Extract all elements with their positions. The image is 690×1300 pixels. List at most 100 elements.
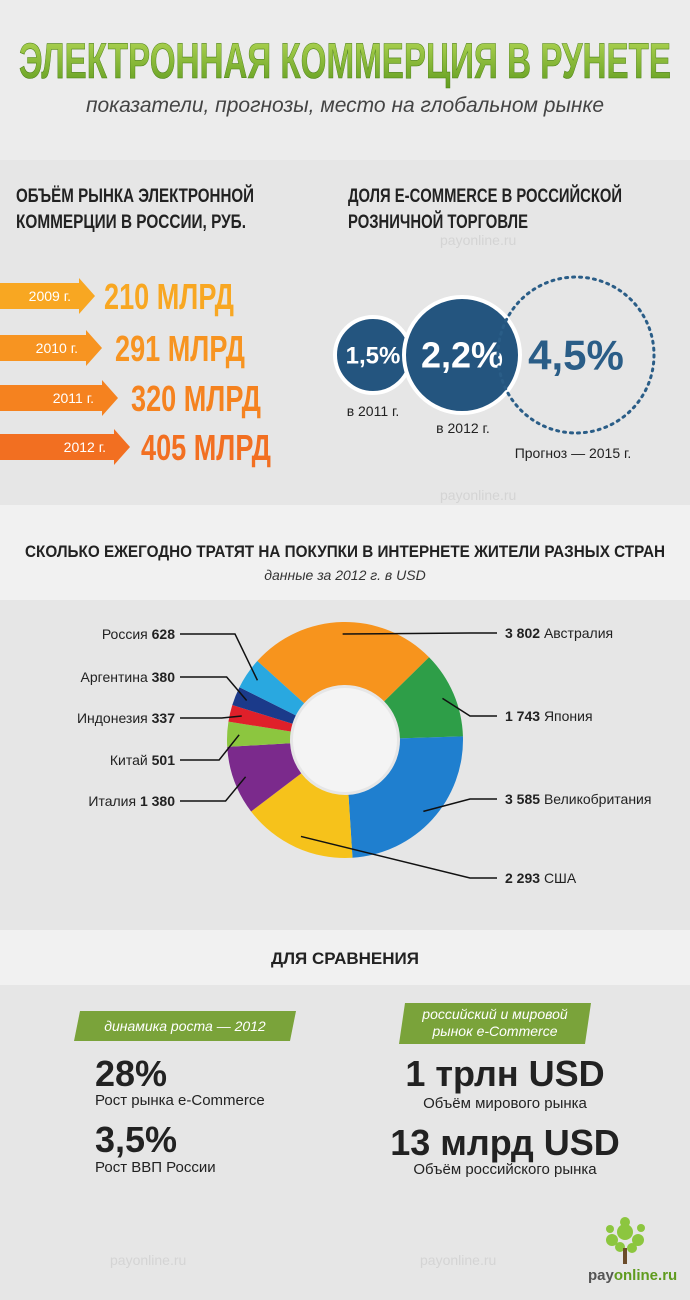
logo-leaf — [620, 1217, 630, 1227]
logo-leaf — [627, 1243, 637, 1253]
chart-title: СКОЛЬКО ЕЖЕГОДНО ТРАТЯТ НА ПОКУПКИ В ИНТ… — [25, 542, 665, 561]
arrow — [0, 429, 130, 465]
arrow — [0, 380, 118, 416]
year-label: 2010 г. — [36, 340, 78, 356]
donut-segment — [348, 736, 463, 858]
donut-segment — [251, 773, 353, 858]
country-name: США — [544, 870, 577, 886]
subtitle: показатели, прогнозы, место на глобально… — [86, 94, 604, 117]
watermark: payonline.ru — [110, 1252, 186, 1268]
donut-segment — [384, 657, 463, 739]
chart-subtitle: данные за 2012 г. в USD — [264, 567, 425, 583]
country-name: Япония — [544, 708, 593, 724]
share-value: 1,5% — [346, 342, 401, 369]
band — [0, 505, 690, 600]
country-name: Индонезия — [77, 710, 148, 726]
country-value: 628 — [152, 626, 176, 642]
logo-leaf — [632, 1234, 644, 1246]
stat-value: 1 трлн USD — [405, 1053, 604, 1094]
country-name: Китай — [110, 752, 148, 768]
country-value: 3 585 — [505, 791, 540, 807]
leader-line — [180, 633, 259, 681]
country-name: Аргентина — [81, 669, 148, 685]
logo-part: pay — [588, 1267, 615, 1284]
country-value: 501 — [152, 752, 176, 768]
country-label: 1 743 Япония — [505, 708, 593, 724]
donut-segment — [257, 622, 430, 704]
country-label: Россия 628 — [102, 626, 175, 642]
year-label: 2012 г. — [64, 439, 106, 455]
logo-leaf — [637, 1224, 645, 1232]
tag-text: рынок e-Commerce — [432, 1023, 558, 1039]
country-label: 2 293 США — [505, 870, 577, 886]
country-name: Италия — [88, 793, 136, 809]
leader-line — [180, 676, 248, 701]
donut-segment — [232, 687, 296, 724]
section-title: ОБЪЁМ РЫНКА ЭЛЕКТРОННОЙ — [16, 185, 254, 207]
country-label: Италия 1 380 — [88, 793, 175, 809]
logo-part: online.ru — [614, 1267, 677, 1284]
country-name: Россия — [102, 626, 148, 642]
country-name: Австралия — [544, 625, 613, 641]
logo-text: payonline.ru — [588, 1267, 677, 1284]
country-label: 3 802 Австралия — [505, 625, 613, 641]
logo-leaf — [617, 1224, 633, 1240]
leader-line — [342, 632, 497, 635]
logo-leaf — [606, 1234, 618, 1246]
country-value: 1 380 — [140, 793, 175, 809]
country-value: 337 — [152, 710, 176, 726]
country-label: Аргентина 380 — [81, 669, 176, 685]
leader-line — [180, 776, 247, 802]
donut-segment — [239, 661, 305, 716]
stat-label: Объём мирового рынка — [423, 1095, 587, 1112]
donut-segment — [227, 743, 302, 812]
year-label: 2009 г. — [29, 288, 71, 304]
share-label: Прогноз — 2015 г. — [515, 445, 632, 461]
arrow — [0, 278, 95, 314]
share-value: 4,5% — [528, 332, 624, 379]
stat-label: Рост ВВП России — [95, 1159, 216, 1176]
country-value: 1 743 — [505, 708, 540, 724]
share-bubble — [402, 295, 522, 415]
country-value: 380 — [152, 669, 176, 685]
share-label: в 2011 г. — [347, 403, 400, 419]
market-value: 291 МЛРД — [115, 328, 245, 369]
leader-line — [423, 798, 497, 813]
market-value: 320 МЛРД — [131, 378, 261, 419]
donut-hole — [293, 688, 397, 792]
country-name: Великобритания — [544, 791, 652, 807]
share-bubble — [496, 275, 656, 435]
watermark: payonline.ru — [440, 232, 516, 248]
leader-line — [442, 697, 497, 717]
stat-label: Объём российского рынка — [413, 1161, 597, 1178]
stat-label: Рост рынка e-Commerce — [95, 1092, 265, 1109]
leader-line — [300, 835, 497, 879]
section-title: ДЛЯ СРАВНЕНИЯ — [271, 949, 419, 968]
watermark: payonline.ru — [420, 1252, 496, 1268]
tag-text: динамика роста — 2012 — [104, 1018, 266, 1034]
stat-value: 13 млрд USD — [390, 1122, 620, 1163]
market-value: 405 МЛРД — [141, 427, 271, 468]
tag — [399, 1003, 591, 1044]
logo-leaf — [606, 1225, 614, 1233]
section-title: КОММЕРЦИИ В РОССИИ, РУБ. — [16, 212, 246, 233]
share-value: 2,2% — [421, 335, 503, 376]
country-label: Китай 501 — [110, 752, 175, 768]
donut-segment — [227, 721, 291, 747]
donut-segment — [228, 705, 293, 732]
tag-text: российский и мировой — [421, 1006, 568, 1022]
title: ЭЛЕКТРОННАЯ КОММЕРЦИЯ В РУНЕТЕ — [19, 33, 671, 89]
watermark: payonline.ru — [440, 487, 516, 503]
arrow — [0, 330, 102, 366]
logo-trunk — [623, 1248, 627, 1264]
section-title: ДОЛЯ E-COMMERCE В РОССИЙСКОЙ — [348, 185, 622, 207]
band — [0, 930, 690, 985]
stat-value: 28% — [95, 1053, 167, 1094]
leader-line — [180, 715, 242, 719]
country-value: 3 802 — [505, 625, 540, 641]
leader-line — [180, 734, 240, 761]
section-title: РОЗНИЧНОЙ ТОРГОВЛЕ — [348, 211, 528, 233]
logo-leaf — [615, 1242, 625, 1252]
stat-value: 3,5% — [95, 1119, 177, 1160]
